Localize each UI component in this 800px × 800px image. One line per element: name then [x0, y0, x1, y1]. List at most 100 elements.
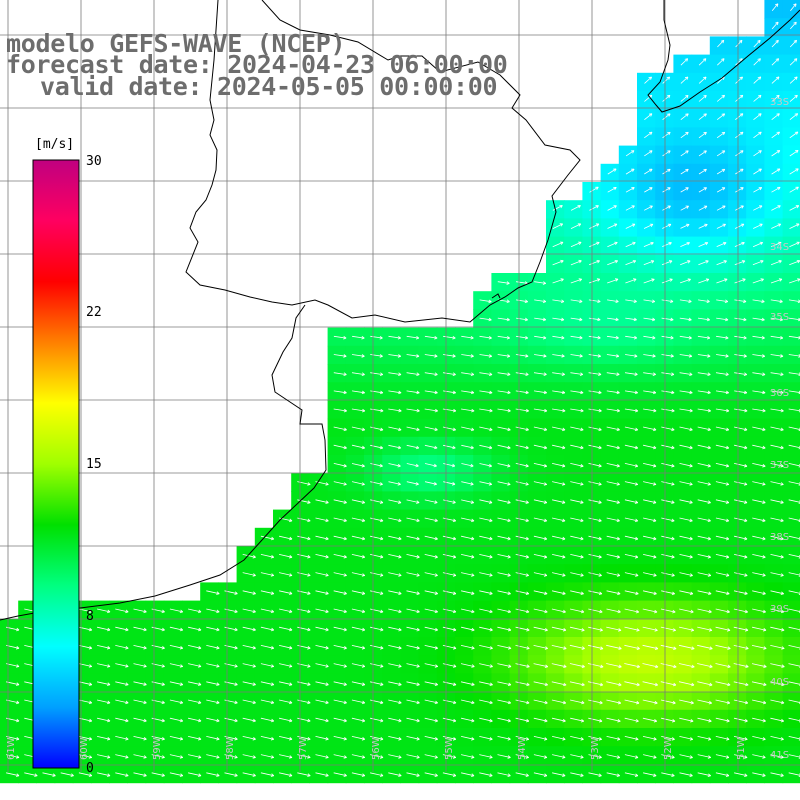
wind-arrow — [789, 131, 799, 139]
wind-arrow — [607, 241, 618, 248]
wind-arrow — [770, 354, 784, 358]
wind-arrow — [588, 572, 602, 577]
colorbar-units: [m/s] — [35, 137, 74, 152]
wind-cell — [673, 236, 693, 256]
wind-arrow — [461, 444, 474, 450]
wind-arrow — [679, 554, 693, 559]
wind-arrow — [533, 463, 548, 468]
wind-arrow — [297, 499, 311, 504]
wind-cell — [782, 491, 800, 511]
wind-arrow — [297, 481, 311, 486]
wind-arrow — [770, 408, 784, 413]
wind-arrow — [679, 608, 694, 614]
wind-arrow — [570, 335, 583, 340]
wind-arrow — [333, 681, 347, 686]
wind-arrow — [297, 572, 311, 577]
lon-label: 55W — [444, 737, 455, 760]
wind-arrow — [588, 299, 601, 303]
wind-arrow — [644, 131, 653, 139]
wind-arrow — [424, 535, 438, 541]
wind-arrow — [442, 390, 456, 395]
wind-arrow — [588, 626, 603, 632]
wind-arrow — [351, 626, 366, 632]
wind-arrow — [260, 535, 275, 541]
wind-arrow — [770, 278, 783, 284]
wind-arrow — [752, 390, 766, 395]
wind-arrow — [789, 260, 800, 266]
wind-arrow — [297, 608, 311, 614]
wind-arrow — [752, 608, 766, 614]
wind-arrow — [406, 572, 420, 577]
wind-cell — [782, 728, 800, 747]
wind-arrow — [697, 736, 712, 741]
wind-cell — [600, 200, 620, 219]
wind-arrow — [333, 608, 347, 614]
wind-arrow — [260, 663, 275, 668]
wind-arrow — [497, 736, 511, 741]
wind-arrow — [606, 699, 622, 705]
wind-arrow — [680, 113, 689, 121]
wind-cell — [764, 0, 784, 19]
wind-arrow — [351, 736, 366, 741]
wind-cell — [673, 218, 693, 238]
wind-arrow — [770, 499, 784, 504]
wind-arrow — [588, 499, 602, 504]
wind-arrow — [552, 205, 563, 211]
wind-arrow — [552, 223, 564, 229]
wind-arrow — [297, 590, 311, 595]
wind-arrow — [97, 699, 111, 705]
wind-arrow — [606, 408, 620, 413]
wind-arrow — [770, 299, 783, 304]
wind-arrow — [643, 223, 654, 229]
wind-arrow — [497, 590, 511, 595]
wind-arrow — [552, 754, 566, 759]
wind-arrow — [644, 76, 652, 84]
wind-arrow — [388, 681, 402, 686]
wind-arrow — [789, 241, 800, 248]
wind-arrow — [388, 499, 402, 504]
wind-arrow — [388, 626, 402, 632]
wind-arrow — [97, 736, 111, 741]
wind-arrow — [697, 590, 712, 595]
wind-arrow — [388, 663, 402, 668]
wind-arrow — [497, 772, 511, 777]
wind-cell — [764, 254, 784, 274]
wind-arrow — [533, 554, 548, 559]
wind-arrow — [734, 444, 748, 450]
wind-arrow — [169, 663, 184, 668]
wind-arrow — [551, 608, 566, 614]
wind-arrow — [679, 335, 692, 340]
wind-arrow — [24, 772, 38, 777]
wind-arrow — [751, 681, 767, 687]
wind-arrow — [752, 260, 764, 266]
wind-arrow — [297, 717, 311, 723]
wind-arrow — [260, 572, 275, 577]
wind-arrow — [588, 260, 600, 266]
wind-arrow — [333, 354, 347, 358]
wind-arrow — [279, 681, 293, 686]
wind-arrow — [789, 76, 798, 84]
wind-arrow — [771, 113, 780, 121]
wind-cell — [728, 109, 747, 128]
wind-arrow — [679, 299, 692, 304]
wind-arrow — [771, 150, 781, 157]
wind-arrow — [679, 717, 694, 723]
wind-arrow — [790, 21, 797, 30]
forecast-date: forecast date: 2024-04-23 06:00:00 — [6, 50, 508, 79]
wind-arrow — [515, 736, 530, 741]
wind-arrow — [534, 299, 547, 304]
wind-arrow — [406, 535, 420, 541]
wind-arrow — [660, 663, 677, 669]
wind-arrow — [461, 517, 475, 523]
wind-arrow — [260, 681, 275, 686]
wind-arrow — [588, 717, 603, 723]
wind-arrow — [770, 317, 783, 322]
wind-arrow — [697, 572, 712, 577]
wind-arrow — [533, 535, 548, 541]
wind-arrow — [279, 626, 293, 632]
wind-arrow — [333, 572, 347, 577]
wind-arrow — [606, 681, 622, 687]
wind-arrow — [734, 354, 747, 358]
wind-arrow — [661, 408, 675, 413]
wind-arrow — [643, 335, 656, 340]
